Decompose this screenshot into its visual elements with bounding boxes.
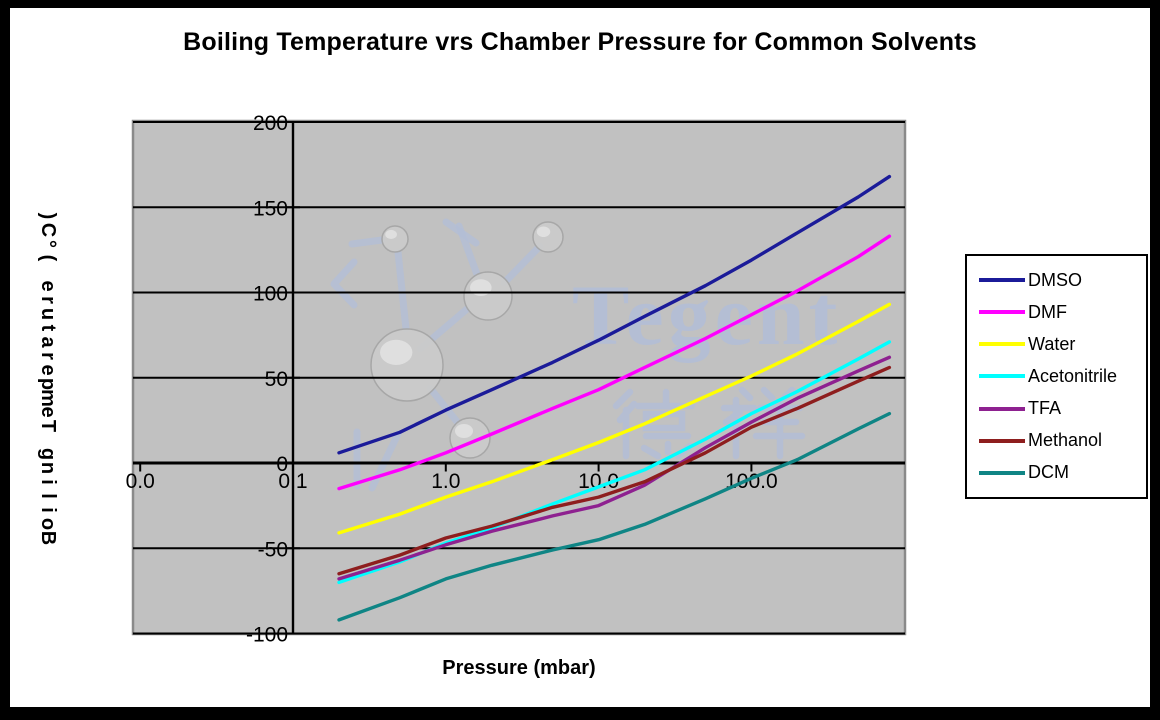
chart-title: Boiling Temperature vrs Chamber Pressure… — [183, 28, 977, 56]
legend-swatch-icon — [979, 470, 1025, 475]
series-line-dmf — [337, 234, 892, 491]
cjk-stroke — [612, 388, 634, 410]
molecule-atom-highlight — [380, 339, 413, 365]
legend-swatch-icon — [979, 438, 1025, 443]
legend: DMSO DMF Water Acetonitrile TFA Methanol DCM — [965, 254, 1148, 499]
legend-label: Water — [1028, 333, 1076, 354]
molecule-bond — [368, 430, 402, 492]
molecule-bond — [442, 218, 480, 247]
x-axis-title: Pressure (mbar) — [442, 657, 596, 679]
cjk-stroke — [722, 408, 744, 426]
series-line-dcm — [337, 411, 892, 622]
legend-item-water: Water — [979, 334, 1142, 355]
molecule-atom-highlight — [385, 229, 397, 239]
molecule-atom-icon — [463, 271, 513, 321]
legend-swatch-icon — [979, 310, 1025, 315]
y-tick-label: 200 — [253, 112, 288, 135]
legend-swatch-icon — [979, 278, 1025, 283]
legend-item-methanol: Methanol — [979, 430, 1142, 451]
molecule-atom-icon — [381, 225, 409, 253]
x-tick-label: 0.0 — [126, 470, 155, 493]
y-axis-title-char: B — [37, 530, 60, 546]
molecule-bond — [500, 242, 544, 287]
legend-label: DCM — [1028, 462, 1069, 483]
molecule-atom-icon — [532, 221, 564, 253]
y-tick-label: 50 — [265, 368, 288, 391]
molecule-atom-highlight — [455, 424, 473, 438]
frame-border-right — [1150, 0, 1160, 720]
legend-label: Acetonitrile — [1028, 365, 1118, 386]
x-tick-label: 10.0 — [578, 470, 619, 493]
frame-border-left — [0, 0, 10, 720]
cjk-stroke — [640, 444, 662, 460]
frame-border-top — [0, 0, 1160, 8]
legend-swatch-icon — [979, 374, 1025, 379]
legend-label: DMSO — [1028, 269, 1082, 290]
x-tick-label: 100.0 — [725, 470, 778, 493]
y-tick-label: -50 — [258, 538, 288, 561]
cjk-stroke — [760, 386, 776, 402]
legend-swatch-icon — [979, 406, 1025, 411]
series-line-tfa — [337, 355, 892, 581]
watermark: Tegent — [330, 218, 841, 492]
legend-item-acetonitrile: Acetonitrile — [979, 366, 1142, 387]
molecule-atom-icon — [370, 328, 444, 402]
y-tick-label: -100 — [246, 624, 288, 647]
cjk-stroke — [738, 386, 754, 402]
y-tick-label: 100 — [253, 283, 288, 306]
molecule-bond — [348, 236, 386, 248]
legend-label: Methanol — [1028, 430, 1103, 451]
legend-swatch-icon — [979, 342, 1025, 347]
y-tick-label: 150 — [253, 197, 288, 220]
legend-item-dmso: DMSO — [979, 270, 1142, 291]
series-line-water — [337, 302, 892, 535]
molecule-atom-highlight — [536, 226, 551, 237]
legend-item-dmf: DMF — [979, 302, 1142, 323]
legend-item-dcm: DCM — [979, 462, 1142, 483]
watermark-brand-text: Tegent — [572, 267, 841, 363]
series-line-dmso — [337, 174, 892, 455]
molecule-bond — [394, 248, 410, 333]
legend-label: DMF — [1028, 301, 1067, 322]
molecule-bond — [426, 384, 462, 427]
series-line-methanol — [337, 365, 892, 576]
legend-item-tfa: TFA — [979, 398, 1142, 419]
x-tick-label: 1.0 — [431, 470, 460, 493]
legend-label: TFA — [1028, 398, 1062, 419]
frame-border-bottom — [0, 707, 1160, 720]
molecule-chevron-icon — [330, 258, 358, 309]
